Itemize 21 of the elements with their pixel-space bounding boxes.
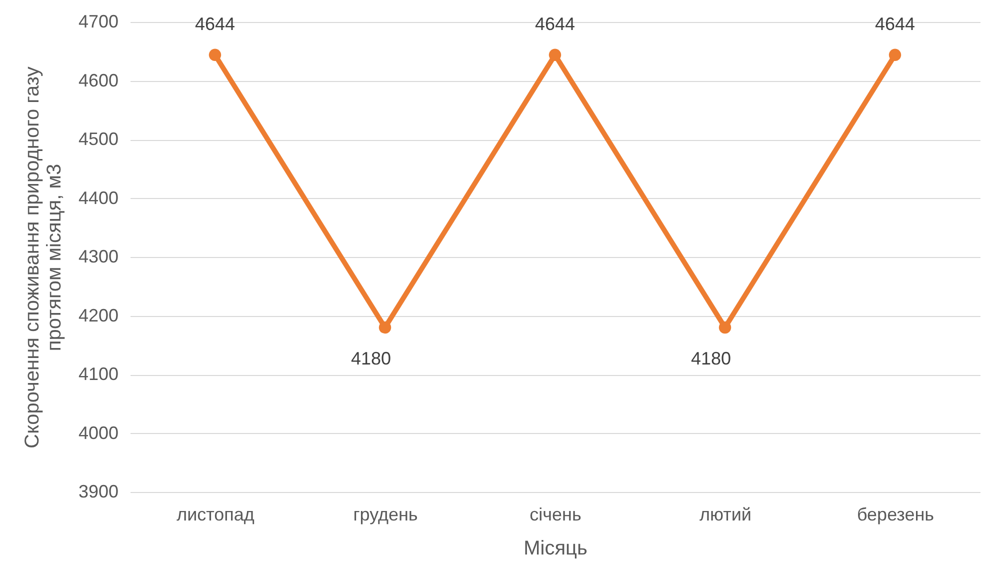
x-tick-label: листопад bbox=[176, 504, 255, 524]
y-tick-label: 4700 bbox=[78, 12, 118, 32]
y-tick-label: 3900 bbox=[78, 482, 118, 502]
y-tick-label: 4300 bbox=[78, 246, 118, 266]
y-tick-label: 4500 bbox=[78, 129, 118, 149]
data-label: 4644 bbox=[534, 14, 576, 34]
data-label: 4180 bbox=[690, 348, 732, 368]
data-label: 4644 bbox=[874, 14, 916, 34]
x-axis-title: Місяць bbox=[524, 538, 588, 560]
y-axis-title: Скорочення споживання природного газу протягом місяця, м3 bbox=[21, 66, 66, 448]
y-tick-label: 4000 bbox=[78, 422, 118, 443]
x-tick-label: грудень bbox=[353, 504, 418, 524]
x-tick-label: лютий bbox=[700, 504, 752, 524]
x-tick-label: січень bbox=[530, 504, 582, 524]
data-label: 4180 bbox=[350, 348, 392, 368]
y-tick-label: 4600 bbox=[78, 70, 118, 90]
data-label: 4644 bbox=[194, 14, 236, 34]
x-tick-label: березень bbox=[856, 504, 934, 524]
y-tick-label: 4100 bbox=[78, 364, 118, 384]
y-tick-label: 4200 bbox=[78, 305, 118, 326]
y-tick-label: 4400 bbox=[78, 188, 118, 208]
